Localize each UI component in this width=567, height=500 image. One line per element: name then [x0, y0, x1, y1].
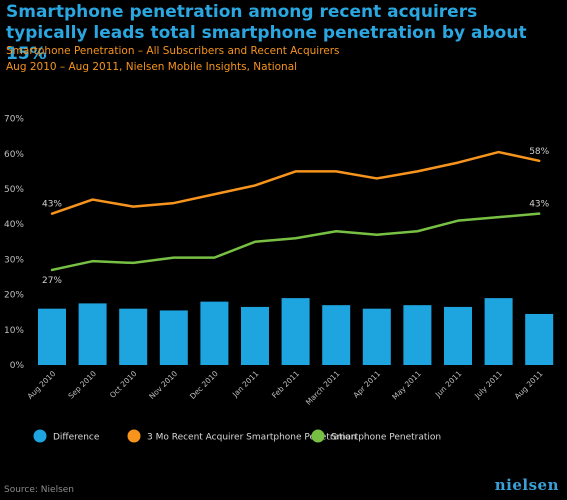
x-tick-label: Aug 2011 [513, 369, 545, 401]
line-point [213, 256, 216, 259]
difference-bar [444, 306, 472, 365]
difference-bar [200, 301, 229, 365]
data-label: 43% [42, 200, 62, 210]
difference-bar [403, 305, 432, 365]
line-point [294, 237, 297, 240]
line-point [91, 260, 94, 262]
legend: Difference 3 Mo Recent Acquirer Smartphon… [33, 429, 441, 443]
line-point [538, 212, 540, 215]
x-tick-label: May 2011 [390, 369, 423, 402]
legend-marker [33, 429, 47, 443]
line-point [132, 262, 134, 264]
smartphone-penetration-line [50, 212, 541, 272]
legend-marker [311, 429, 325, 443]
y-tick-label: 50% [4, 185, 24, 195]
difference-bar [38, 308, 66, 365]
legend-label: Smartphone Penetration [331, 433, 441, 443]
line-point [376, 177, 378, 180]
line-point [335, 230, 338, 233]
legend-label: Difference [53, 433, 100, 443]
line-point [294, 170, 297, 173]
source-note: Source: Nielsen [4, 485, 75, 495]
x-tick-label: March 2011 [304, 369, 342, 407]
x-tick-label: Oct 2010 [108, 369, 139, 400]
x-tick-label: Nov 2010 [147, 369, 179, 401]
line-point [91, 198, 94, 201]
data-label: 27% [42, 276, 62, 286]
x-tick-label: Apr 2011 [351, 369, 382, 400]
line-point [51, 269, 53, 271]
line-point [335, 170, 338, 173]
y-tick-label: 30% [4, 255, 24, 265]
x-tick-label: Dec 2010 [188, 369, 220, 401]
y-tick-label: 10% [4, 326, 24, 336]
x-tick-label: Jan 2011 [230, 369, 261, 400]
legend-label: 3 Mo Recent Acquirer Smartphone Penetrat… [147, 433, 356, 443]
line-point [497, 151, 500, 153]
difference-bar [322, 305, 351, 365]
chart-subtitle-period: Aug 2010 – Aug 2011, Nielsen Mobile Insi… [6, 61, 298, 73]
penetration-lines [50, 150, 541, 272]
line-point [254, 241, 256, 243]
difference-bars [38, 298, 554, 365]
difference-bar [484, 298, 513, 365]
line-point [457, 219, 459, 222]
data-labels: 43% 58% 27% 43% [42, 147, 550, 286]
difference-bar [281, 298, 310, 365]
difference-bar [362, 308, 391, 365]
line-point [213, 193, 216, 196]
line-point [254, 184, 256, 187]
y-tick-label: 60% [4, 150, 24, 160]
data-label: 58% [529, 147, 549, 157]
x-axis: Aug 2010 Sep 2010 Oct 2010 Nov 2010 Dec 2010… [26, 369, 545, 407]
y-tick-label: 0% [10, 361, 25, 371]
y-tick-label: 20% [4, 291, 24, 301]
difference-bar [78, 303, 107, 365]
difference-bar [159, 310, 188, 365]
y-tick-label: 40% [4, 220, 24, 230]
chart-title: Smartphone penetration among recent acqu… [6, 2, 527, 64]
data-label: 43% [529, 200, 549, 210]
difference-bar [241, 306, 269, 365]
line-point [416, 230, 419, 233]
x-tick-label: Sep 2010 [66, 369, 98, 401]
x-tick-label: July 2011 [472, 369, 504, 401]
x-tick-label: Jun 2011 [433, 369, 464, 400]
nielsen-logo: nielsen [494, 476, 559, 494]
legend-marker [127, 429, 141, 443]
line-point [173, 202, 175, 204]
line-point [538, 160, 540, 162]
recent-acquirer-line [50, 150, 541, 215]
line-point [497, 216, 500, 218]
line-point [457, 161, 459, 164]
line-point [173, 256, 175, 259]
line-point [416, 170, 419, 173]
difference-bar [119, 308, 148, 365]
difference-bar [525, 313, 554, 365]
y-axis: 0% 10% 20% 30% 40% 50% 60% 70% [4, 115, 24, 371]
line-point [51, 212, 53, 215]
x-tick-label: Aug 2010 [26, 369, 58, 401]
line-point [132, 205, 134, 208]
line-point [376, 233, 378, 236]
y-tick-label: 70% [4, 115, 24, 125]
x-tick-label: Feb 2011 [270, 369, 301, 400]
chart-subtitle: Smartphone Penetration – All Subscribers… [6, 45, 340, 57]
